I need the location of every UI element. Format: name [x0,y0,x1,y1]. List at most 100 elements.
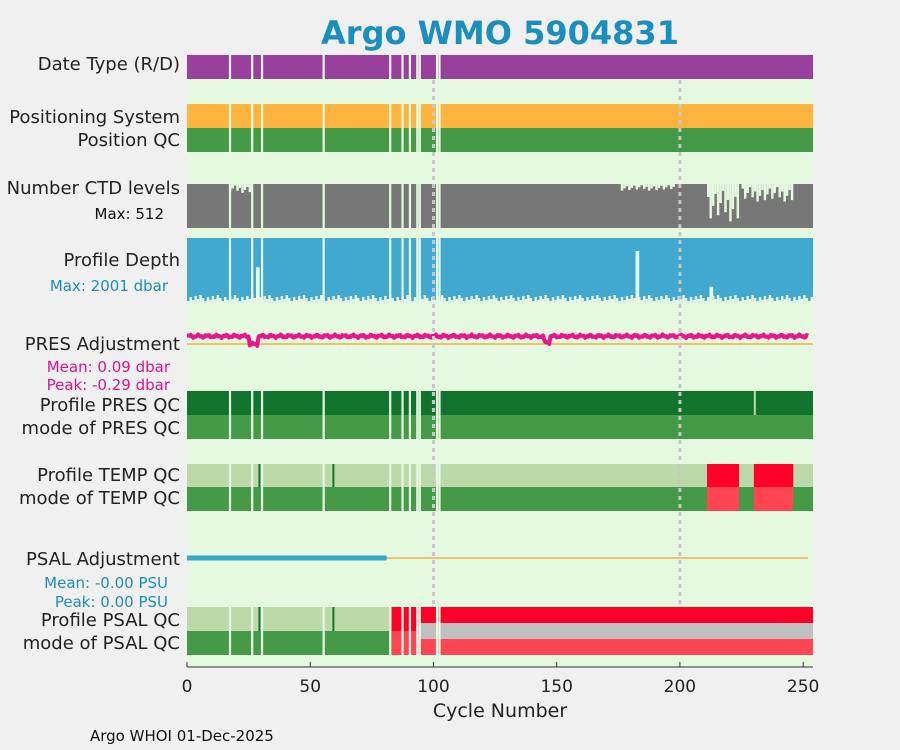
depth-bottom-variation [699,295,703,303]
depth-bottom-variation [665,295,668,303]
missing-cycle-gap [322,391,325,439]
depth-bottom-variation [808,301,811,303]
depth-bottom-variation [482,297,486,303]
depth-bottom-variation [512,298,515,303]
depth-bottom-variation [263,296,266,303]
depth-bottom-variation [354,295,358,303]
x-tick-label: 150 [540,677,572,697]
depth-bottom-variation [628,299,631,303]
label-profile-depth: Profile Depth [63,250,180,271]
depth-bottom-variation [334,299,338,303]
ctd-level-dip [241,184,244,193]
depth-bottom-variation [216,295,220,303]
depth-bottom-variation [285,295,289,303]
depth-bottom-variation [233,295,237,303]
depth-bottom-variation [623,300,626,303]
ctd-level-dip [623,184,626,189]
missing-cycle-gap [408,391,412,439]
ctd-level-dip [650,184,653,189]
depth-bottom-variation [625,296,629,303]
depth-bottom-variation [785,295,789,303]
ctd-level-dip [633,184,636,186]
missing-cycle-gap [418,104,421,152]
ctd-level-dip [763,184,767,201]
depth-bottom-variation [522,296,525,303]
position-qc-band [187,128,813,152]
depth-bottom-variation [214,299,217,303]
short-profile-cycle [256,267,260,303]
depth-bottom-variation [776,297,779,303]
depth-bottom-variation [231,299,234,303]
ctd-level-dip [665,184,668,188]
missing-cycle-gap [416,391,419,439]
depth-bottom-variation [490,299,493,303]
depth-bottom-variation [697,299,700,303]
data-type-band [187,55,813,79]
depth-bottom-variation [455,299,459,303]
missing-cycle-gap [251,391,254,439]
depth-bottom-variation [561,295,565,303]
depth-bottom-variation [384,296,387,303]
depth-bottom-variation [450,300,454,303]
depth-bottom-variation [810,297,813,303]
ctd-level-dip [766,184,769,195]
ctd-level-dip [238,184,242,188]
label-mode-psal-qc: mode of PSAL QC [23,633,180,654]
missing-cycle-gap [260,607,264,655]
depth-bottom-variation [403,299,407,303]
x-axis: 0 50 100 150 200 250 [182,662,819,697]
depth-bottom-variation [221,301,224,303]
mode-psal-qc-bad-lower [418,639,813,655]
depth-bottom-variation [790,301,794,303]
missing-cycle-gap [389,607,392,655]
ctd-level-dip [780,184,784,192]
missing-cycle-gap [435,104,439,152]
missing-cycle-gap [435,55,439,80]
ctd-level-dip [657,184,661,188]
depth-bottom-variation [514,301,518,303]
depth-bottom-variation [288,298,291,303]
ctd-level-dip [788,184,791,191]
missing-cycle-gap [438,104,441,152]
missing-cycle-gap [438,464,441,511]
missing-cycle-gap [435,391,439,439]
depth-bottom-variation [741,297,744,303]
mode-temp-qc-bad [753,487,794,511]
profile-temp-qc-dark-cycle [258,464,261,487]
depth-bottom-variation [359,301,362,303]
depth-bottom-variation [588,300,592,303]
missing-cycle-gap [228,391,232,439]
depth-bottom-variation [731,299,735,303]
ctd-level-dip [236,184,239,191]
depth-bottom-variation [768,295,772,303]
depth-bottom-variation [226,300,229,303]
depth-bottom-variation [756,301,759,303]
depth-bottom-variation [748,299,752,303]
depth-bottom-variation [243,300,247,303]
depth-bottom-variation [307,301,311,303]
missing-cycle-gap [251,464,254,511]
data-bands [186,55,813,655]
depth-bottom-variation [766,299,769,303]
depth-bottom-variation [396,297,399,303]
depth-bottom-variation [736,298,740,303]
depth-bottom-variation [694,296,698,303]
stat-psal-mean: Mean: -0.00 PSU [44,574,168,592]
ctd-level-dip [778,184,781,198]
ctd-level-dip [773,184,777,193]
missing-cycle-gap [260,464,264,511]
missing-cycle-gap [438,55,441,80]
depth-bottom-variation [445,301,449,303]
depth-bottom-variation [379,297,382,303]
ctd-level-dip [233,184,237,186]
depth-bottom-variation [716,295,720,303]
depth-bottom-variation [219,298,222,303]
profile-temp-qc-dark-cycle [332,464,335,487]
short-profile-cycle [635,251,640,303]
depth-bottom-variation [652,301,656,303]
missing-cycle-gap [401,184,404,303]
depth-bottom-variation [758,297,762,303]
missing-cycle-gap [435,607,439,655]
missing-cycle-gap [322,184,325,303]
depth-bottom-variation [660,296,663,303]
